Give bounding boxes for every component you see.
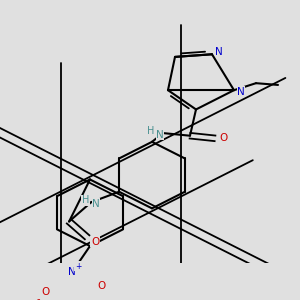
Text: H: H [147,126,155,136]
Text: O: O [91,237,99,247]
Text: N: N [156,130,164,140]
Text: N: N [68,267,76,277]
Text: O: O [219,133,227,143]
Text: +: + [75,262,81,271]
Text: N: N [215,47,223,57]
Text: O: O [41,287,49,297]
Text: N: N [92,199,100,209]
Text: N: N [237,87,245,97]
Text: H: H [82,196,89,206]
Text: O: O [97,281,105,291]
Text: -: - [36,294,40,300]
